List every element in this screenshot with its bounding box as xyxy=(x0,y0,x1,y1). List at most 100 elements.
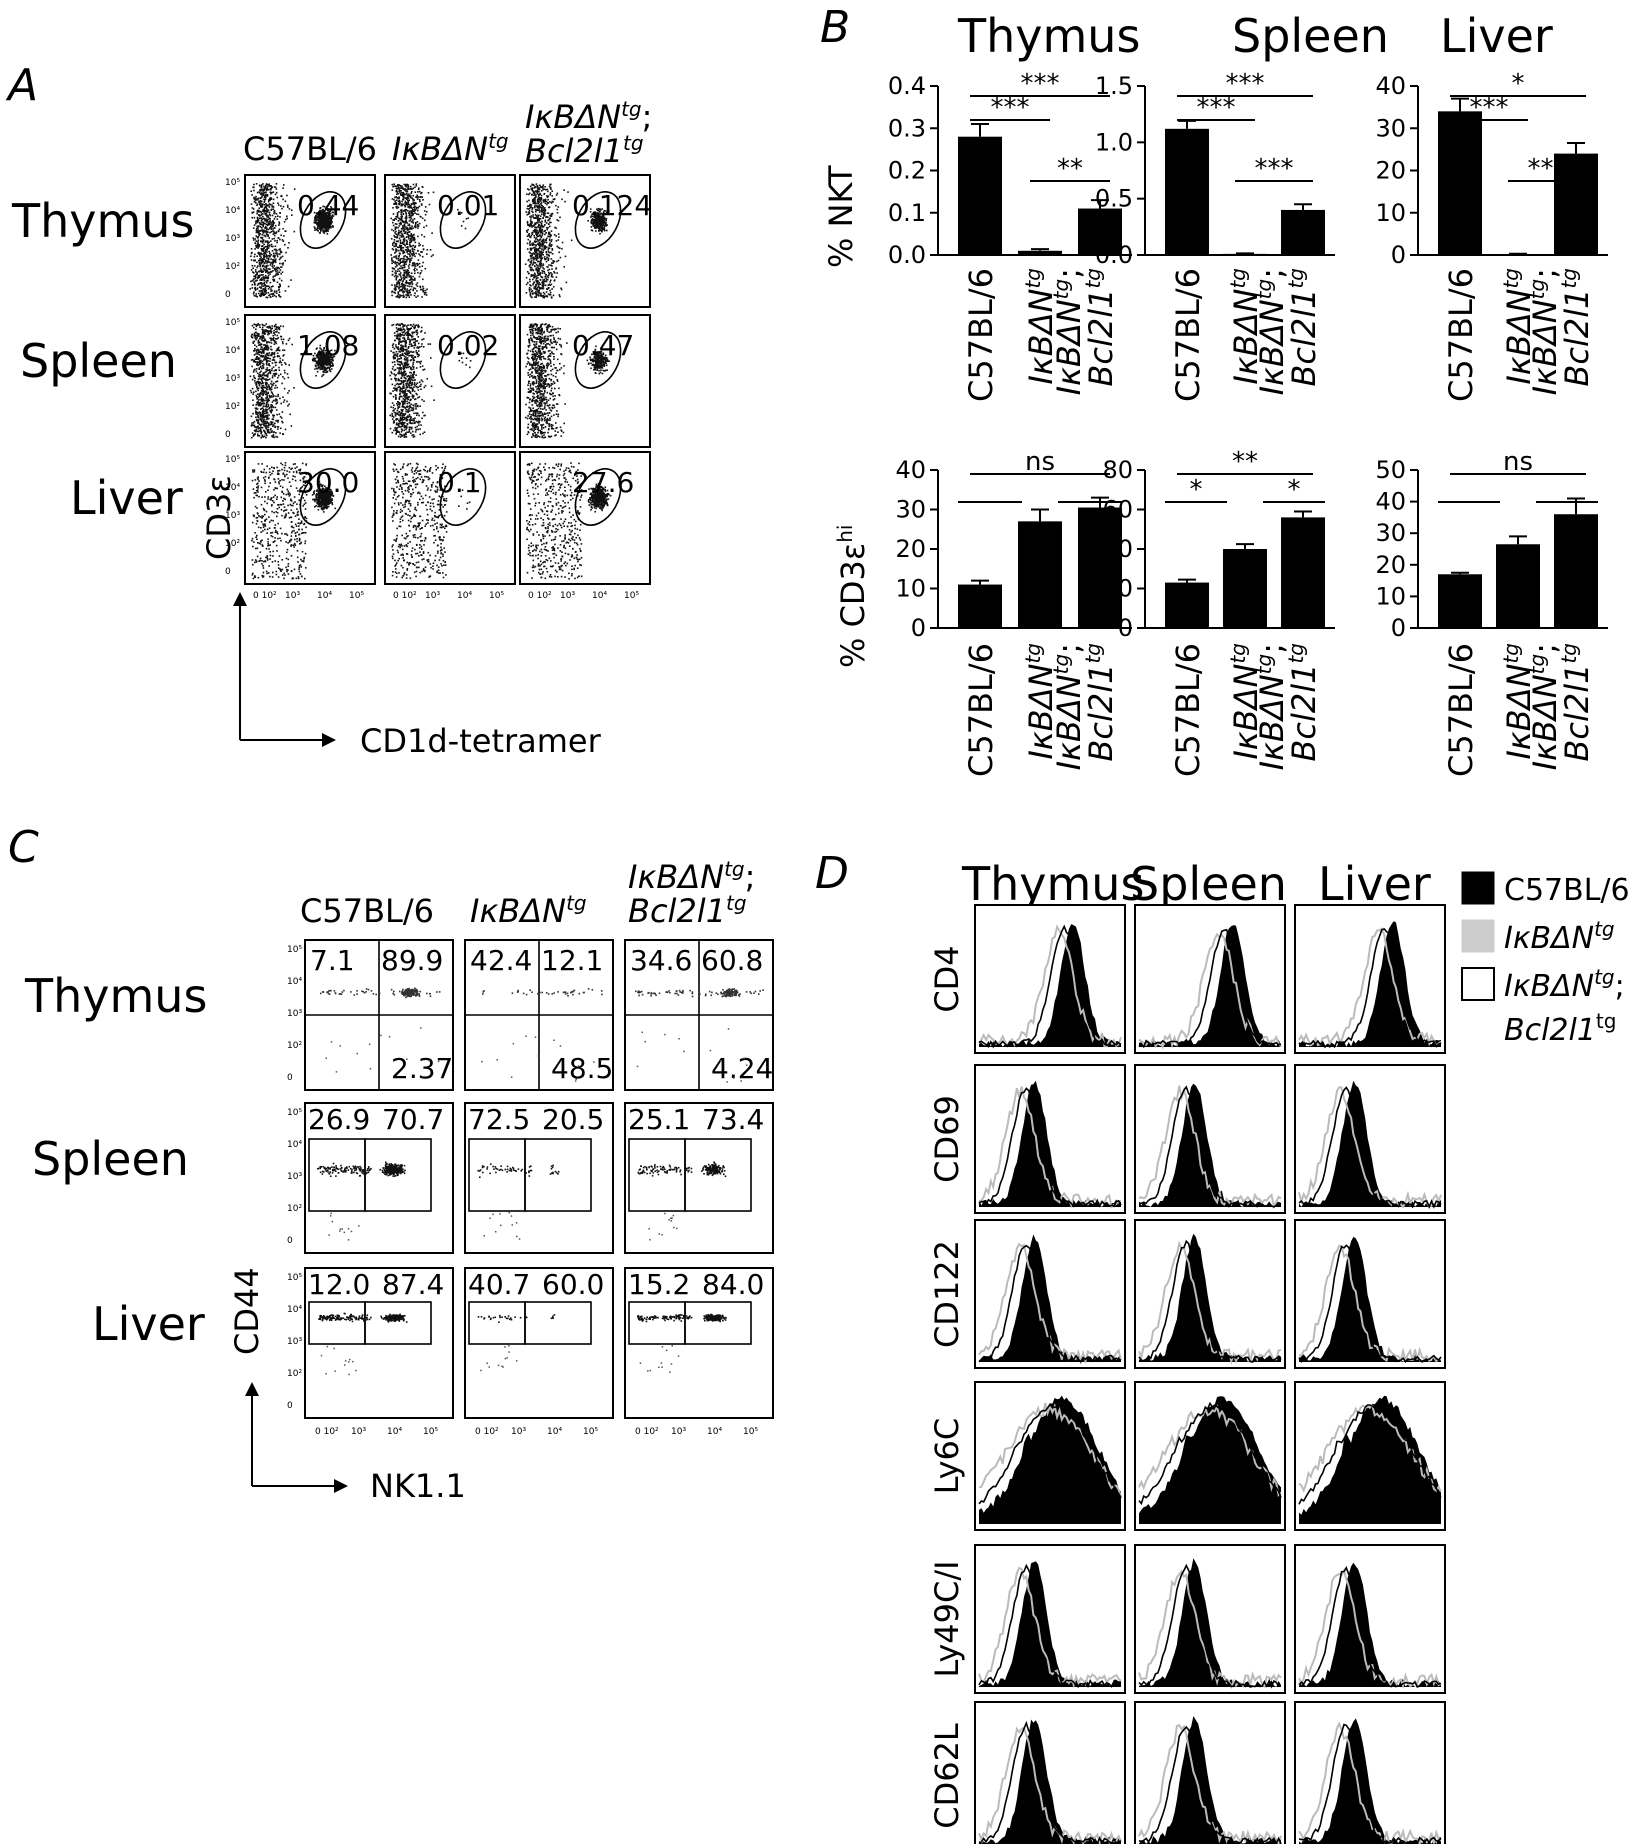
event-dot xyxy=(268,185,271,187)
event-dot xyxy=(539,221,541,224)
flow-tick-label: 10⁵ xyxy=(225,318,240,328)
event-dot xyxy=(265,226,268,229)
event-dot xyxy=(252,371,255,373)
event-dot xyxy=(261,192,263,194)
event-dot xyxy=(597,227,600,230)
event-dot xyxy=(422,199,424,201)
event-dot xyxy=(414,287,417,290)
event-dot xyxy=(270,396,272,398)
event-dot xyxy=(261,326,264,329)
event-dot xyxy=(268,237,270,239)
event-dot xyxy=(547,269,549,272)
event-dot xyxy=(330,226,332,229)
event-dot xyxy=(534,286,537,289)
event-dot xyxy=(261,221,263,224)
event-dot xyxy=(276,267,279,270)
event-dot xyxy=(269,231,271,234)
event-dot xyxy=(269,396,271,399)
event-dot xyxy=(328,364,331,366)
event-dot xyxy=(260,185,262,188)
event-dot xyxy=(257,323,259,325)
event-dot xyxy=(548,233,550,235)
event-dot xyxy=(537,226,539,228)
event-dot xyxy=(406,242,408,244)
event-dot xyxy=(327,362,330,364)
event-dot xyxy=(530,206,532,208)
event-dot xyxy=(398,229,400,232)
event-dot xyxy=(539,266,542,268)
event-dot xyxy=(591,229,594,232)
event-dot xyxy=(408,216,411,219)
event-dot xyxy=(263,424,265,427)
event-dot xyxy=(258,184,261,187)
event-dot xyxy=(533,274,536,277)
event-dot xyxy=(404,189,406,192)
event-dot xyxy=(268,241,270,244)
event-dot xyxy=(275,420,278,422)
event-dot xyxy=(545,253,548,256)
event-dot xyxy=(414,245,417,247)
event-dot xyxy=(413,203,415,206)
event-dot xyxy=(395,185,398,187)
event-dot xyxy=(257,240,259,243)
event-dot xyxy=(536,206,539,209)
event-dot xyxy=(542,295,544,297)
event-dot xyxy=(314,352,316,355)
flow-tick-label: 10² xyxy=(225,262,240,272)
event-dot xyxy=(561,247,563,250)
event-dot xyxy=(601,218,604,221)
event-dot xyxy=(278,277,281,280)
event-dot xyxy=(413,218,416,220)
event-dot xyxy=(605,222,607,224)
dot-plot: 1.08 xyxy=(244,314,376,448)
event-dot xyxy=(329,222,331,225)
event-dot xyxy=(276,348,278,350)
event-dot xyxy=(464,227,467,230)
event-dot xyxy=(274,274,277,276)
event-dot xyxy=(267,271,270,274)
event-dot xyxy=(260,339,263,341)
event-dot xyxy=(259,414,262,416)
event-dot xyxy=(262,374,264,377)
event-dot xyxy=(253,369,255,372)
event-dot xyxy=(315,215,317,217)
event-dot xyxy=(413,237,416,240)
event-dot xyxy=(270,253,272,256)
event-dot xyxy=(257,219,260,222)
event-dot xyxy=(547,247,550,249)
event-dot xyxy=(282,355,284,357)
event-dot xyxy=(282,359,284,361)
event-dot xyxy=(283,235,285,237)
event-dot xyxy=(593,219,596,221)
event-dot xyxy=(255,293,257,295)
event-dot xyxy=(396,213,399,216)
event-dot xyxy=(529,292,531,294)
event-dot xyxy=(545,260,548,263)
event-dot xyxy=(406,292,409,295)
event-dot xyxy=(275,292,278,294)
event-dot xyxy=(404,183,407,186)
event-dot xyxy=(549,289,551,292)
event-dot xyxy=(529,248,532,251)
event-dot xyxy=(270,354,273,357)
event-dot xyxy=(427,192,430,194)
event-dot xyxy=(288,364,290,366)
event-dot xyxy=(260,403,263,406)
event-dot xyxy=(406,269,408,271)
event-dot xyxy=(417,207,419,209)
event-dot xyxy=(407,250,409,252)
event-dot xyxy=(395,244,397,246)
event-dot xyxy=(410,272,413,274)
event-dot xyxy=(260,223,263,226)
event-dot xyxy=(548,247,551,249)
event-dot xyxy=(258,203,261,206)
event-dot xyxy=(315,374,317,377)
event-dot xyxy=(253,294,256,297)
event-dot xyxy=(266,211,269,213)
event-dot xyxy=(534,262,537,264)
event-dot xyxy=(324,221,327,224)
event-dot xyxy=(254,277,256,280)
event-dot xyxy=(597,214,599,216)
event-dot xyxy=(275,323,277,326)
event-dot xyxy=(288,390,290,392)
